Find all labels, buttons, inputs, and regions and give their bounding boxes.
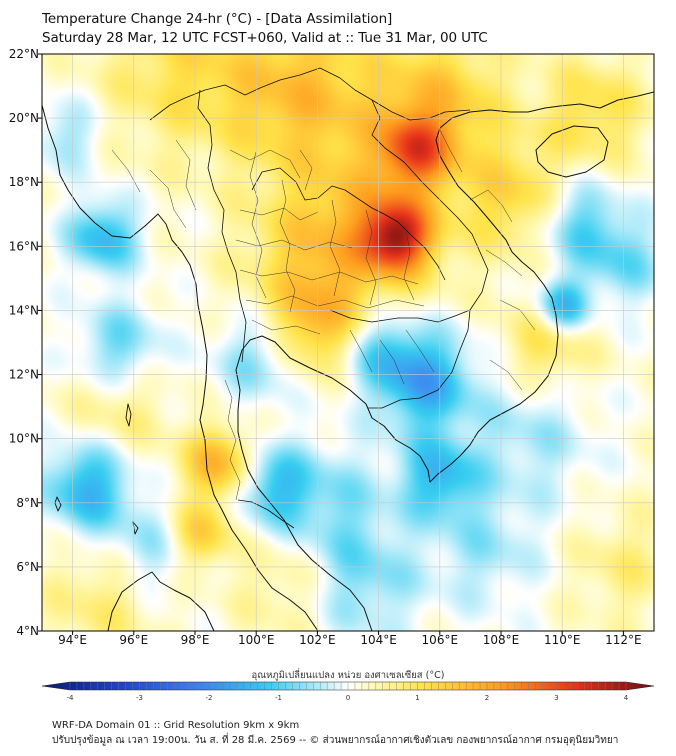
lon-label: 96°E: [119, 633, 148, 647]
lon-label: 94°E: [58, 633, 87, 647]
province-boundaries: [111, 129, 536, 501]
border-north: [149, 67, 471, 121]
colorbar-tick-label: 1: [415, 694, 419, 702]
lat-label: 4°N: [16, 624, 39, 638]
lat-label: 8°N: [16, 496, 39, 510]
lat-label: 16°N: [9, 239, 39, 253]
lon-label: 108°E: [483, 633, 520, 647]
colorbar-tick-label: -1: [275, 694, 282, 702]
lat-label: 10°N: [9, 432, 39, 446]
colorbar-tick-labels: -4 -3 -2 -1 0 1 2 3 4: [67, 694, 629, 702]
coastline-gulf-west: [235, 335, 373, 631]
border-myanmar-thailand: [197, 89, 247, 363]
colorbar-tick-label: -4: [67, 694, 75, 702]
lon-label: 112°E: [605, 633, 642, 647]
lon-label: 110°E: [544, 633, 581, 647]
gridlines: [42, 53, 654, 632]
lat-label: 12°N: [9, 368, 39, 382]
colorbar-tick-label: 3: [554, 694, 558, 702]
lat-label: 20°N: [9, 111, 39, 125]
longitude-labels: 94°E 96°E 98°E 100°E 102°E 104°E 106°E 108°E 110…: [58, 633, 641, 647]
plot-frame: [41, 53, 655, 632]
lon-label: 104°E: [360, 633, 397, 647]
map-subtitle: Saturday 28 Mar, 12 UTC FCST+060, Valid …: [42, 30, 488, 46]
coastline-andaman-east: [181, 251, 319, 631]
lon-label: 100°E: [238, 633, 275, 647]
colorbar-tick-label: 4: [624, 694, 629, 702]
axis-ticks: [38, 53, 624, 635]
lon-label: 98°E: [181, 633, 210, 647]
coastline-cambodia-vietnam: [365, 91, 654, 483]
colorbar-label: อุณหภูมิเปลี่ยนแปลง หน่วย องศาเซลเซียส (…: [252, 668, 445, 681]
lat-label: 14°N: [9, 303, 39, 317]
lon-label: 106°E: [422, 633, 459, 647]
coastline-myanmar-west: [42, 104, 183, 253]
border-thailand-malaysia: [237, 499, 295, 529]
latitude-labels: 22°N 20°N 18°N 16°N 14°N 12°N 10°N 8°N 6°N 4°N: [9, 47, 39, 638]
lat-label: 22°N: [9, 47, 39, 61]
lat-label: 18°N: [9, 175, 39, 189]
colorbar-tick-label: -3: [136, 694, 143, 702]
temperature-field: [42, 54, 654, 631]
coastline-sumatra: [107, 571, 215, 631]
border-cambodia: [329, 309, 471, 409]
colorbar-tick-label: 0: [346, 694, 350, 702]
colorbar-tick-label: -2: [206, 694, 213, 702]
footer-credit: ปรับปรุงข้อมูล ณ เวลา 19:00น. วัน ส. ที่…: [52, 735, 619, 746]
lat-label: 6°N: [16, 560, 39, 574]
colorbar-ticks: [69, 682, 627, 690]
coastline-hainan: [535, 125, 609, 178]
colorbar-tick-label: 2: [485, 694, 489, 702]
map-title: Temperature Change 24-hr (°C) - [Data As…: [42, 11, 393, 27]
temperature-map: 22°N 20°N 18°N 16°N 14°N 12°N 10°N 8°N 6°N 4°N 94…: [9, 47, 655, 702]
border-laos-thailand: [251, 167, 446, 281]
footer-model-info: WRF-DA Domain 01 :: Grid Resolution 9km …: [52, 720, 300, 731]
lon-label: 102°E: [299, 633, 336, 647]
